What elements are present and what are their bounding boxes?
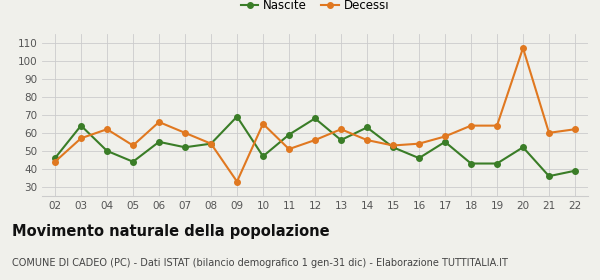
Decessi xyxy=(233,180,241,183)
Text: Movimento naturale della popolazione: Movimento naturale della popolazione xyxy=(12,224,329,239)
Nascite xyxy=(52,157,59,160)
Decessi xyxy=(337,128,344,131)
Nascite xyxy=(467,162,475,165)
Nascite xyxy=(545,174,553,178)
Decessi xyxy=(571,128,578,131)
Nascite xyxy=(311,117,319,120)
Decessi xyxy=(155,120,163,124)
Nascite xyxy=(286,133,293,136)
Nascite xyxy=(364,126,371,129)
Decessi xyxy=(389,144,397,147)
Nascite xyxy=(442,140,449,144)
Decessi xyxy=(364,138,371,142)
Line: Nascite: Nascite xyxy=(52,114,578,179)
Decessi xyxy=(259,122,266,125)
Nascite xyxy=(259,155,266,158)
Decessi xyxy=(103,128,110,131)
Legend: Nascite, Decessi: Nascite, Decessi xyxy=(236,0,394,17)
Line: Decessi: Decessi xyxy=(52,45,578,184)
Decessi xyxy=(77,137,85,140)
Decessi xyxy=(442,135,449,138)
Nascite xyxy=(233,115,241,118)
Nascite xyxy=(493,162,500,165)
Decessi xyxy=(520,46,527,50)
Decessi xyxy=(415,142,422,145)
Nascite xyxy=(181,146,188,149)
Nascite xyxy=(520,146,527,149)
Nascite xyxy=(415,157,422,160)
Nascite xyxy=(389,146,397,149)
Nascite xyxy=(571,169,578,172)
Nascite xyxy=(77,124,85,127)
Nascite xyxy=(337,138,344,142)
Decessi xyxy=(52,160,59,164)
Nascite xyxy=(130,160,137,164)
Decessi xyxy=(181,131,188,134)
Nascite xyxy=(103,149,110,153)
Decessi xyxy=(286,147,293,151)
Decessi xyxy=(545,131,553,134)
Decessi xyxy=(493,124,500,127)
Decessi xyxy=(130,144,137,147)
Nascite xyxy=(208,142,215,145)
Decessi xyxy=(311,138,319,142)
Nascite xyxy=(155,140,163,144)
Decessi xyxy=(467,124,475,127)
Text: COMUNE DI CADEO (PC) - Dati ISTAT (bilancio demografico 1 gen-31 dic) - Elaboraz: COMUNE DI CADEO (PC) - Dati ISTAT (bilan… xyxy=(12,258,508,268)
Decessi xyxy=(208,142,215,145)
